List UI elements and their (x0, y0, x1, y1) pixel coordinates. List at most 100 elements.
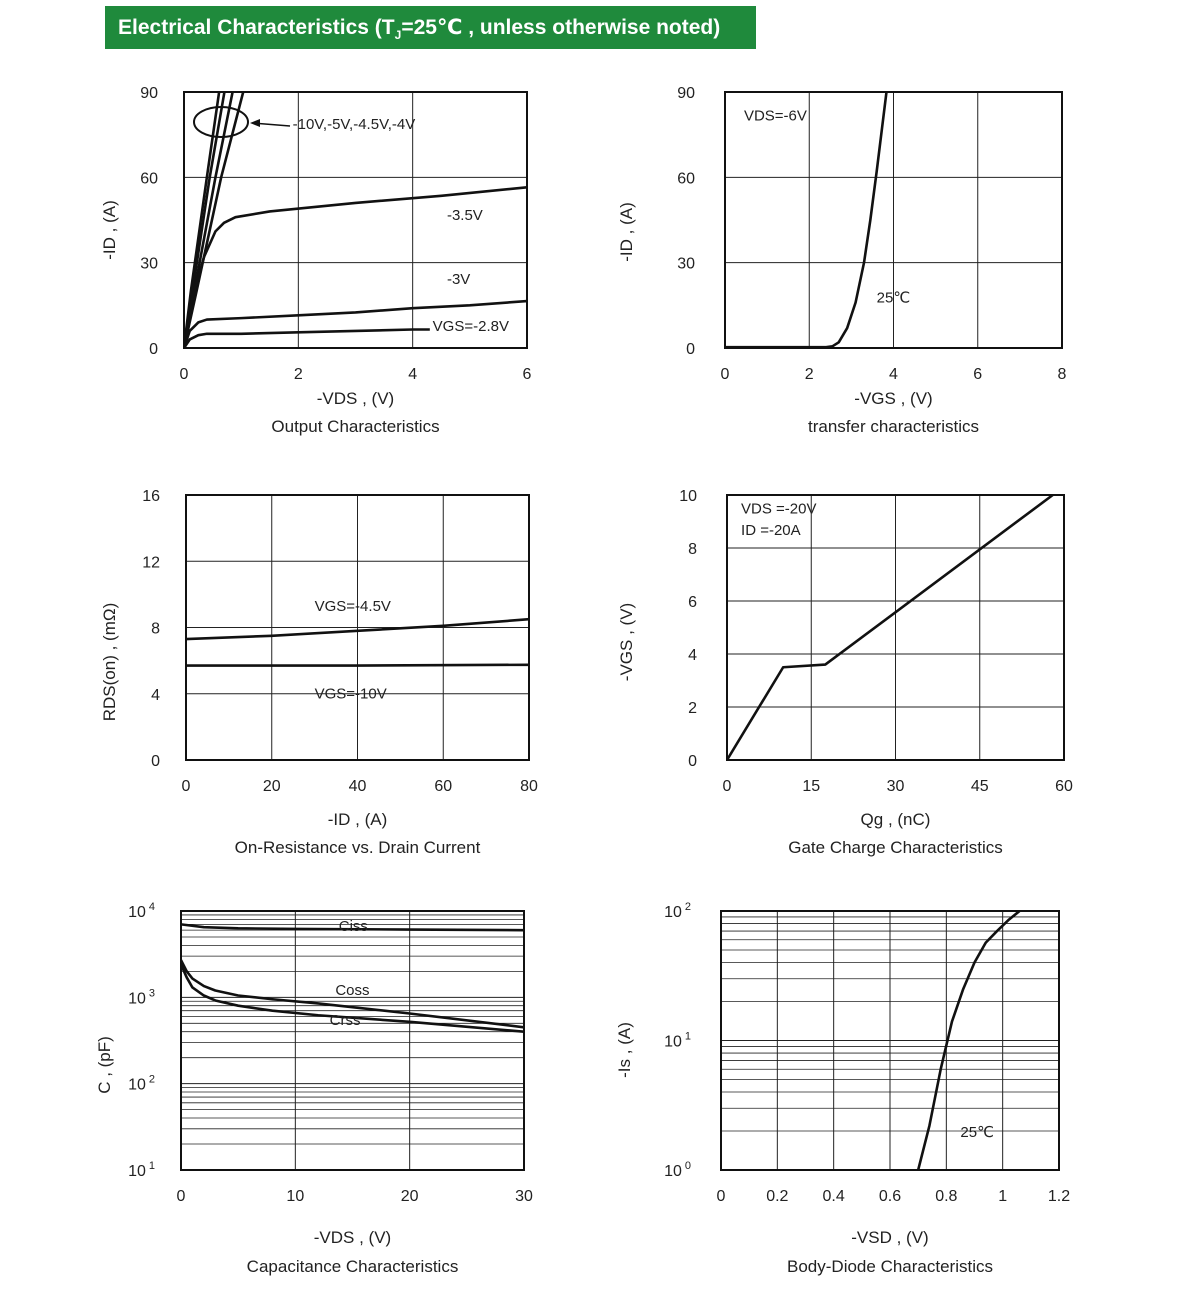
y-tick-label: 6 (688, 594, 697, 611)
x-tick-label: 40 (349, 778, 367, 795)
series-line (181, 923, 524, 932)
annotation: -3.5V (447, 207, 483, 224)
chart-title: On-Resistance vs. Drain Current (235, 838, 481, 857)
header-title-a: Electrical Characteristics (T (118, 16, 395, 39)
y-tick-label: 0 (151, 753, 160, 770)
annotation: VDS =-20V (741, 501, 816, 518)
plot-frame (724, 91, 1063, 349)
y-axis-label: -ID , (A) (617, 202, 636, 262)
x-tick-label: 0.8 (935, 1188, 957, 1205)
x-axis-label: Qg , (nC) (861, 810, 931, 829)
y-tick-label: 0 (688, 753, 697, 770)
chart-rdson: 0 20 40 60 80 0 4 8 12 16 VGS=-4.5V VGS=-10V -ID , (… (100, 488, 538, 857)
x-tick-label: 20 (401, 1188, 419, 1205)
annotation: 25℃ (960, 1124, 994, 1141)
y-tick-label: 60 (140, 170, 158, 187)
y-tick-label: 60 (677, 170, 695, 187)
chart-title: transfer characteristics (808, 417, 979, 436)
chart-output: 0 2 4 60306090-10V,-5V,-4.5V,-4V-3.5V-3VVGS… (100, 85, 532, 436)
series-line (186, 617, 529, 641)
curve-bundle-marker (193, 106, 249, 138)
x-tick-label: 45 (971, 778, 989, 795)
y-tick-label: 16 (142, 488, 160, 505)
x-axis-label: -ID , (A) (328, 810, 388, 829)
chart-transfer: 0 2 4 6 8 0 30 60 90 VDS=-6V 25℃ -VGS , (V) transfer… (617, 85, 1067, 436)
y-tick-label: 10 0 (664, 1160, 691, 1180)
plot-frame (720, 910, 1060, 1171)
x-tick-label: 6 (523, 366, 532, 383)
x-tick-label: 0 (721, 366, 730, 383)
annotation-arrowhead (250, 119, 260, 127)
x-tick-label: 0 (182, 778, 191, 795)
y-tick-label: 90 (140, 85, 158, 102)
section-header: Electrical Characteristics (TJ=25℃ , unl… (105, 6, 756, 49)
series-line (727, 495, 1054, 760)
y-tick-label: 10 1 (664, 1031, 691, 1051)
x-tick-label: 0 (717, 1188, 726, 1205)
plot-frame (726, 494, 1065, 761)
x-tick-label: 1 (998, 1188, 1007, 1205)
x-tick-label: 0 (177, 1188, 186, 1205)
chart-title: Output Characteristics (271, 417, 439, 436)
annotation: -3V (447, 271, 470, 288)
header-title-b: =25℃ , unless otherwise noted) (401, 16, 721, 39)
y-tick-label: 8 (688, 541, 697, 558)
y-tick-label: 12 (142, 554, 160, 571)
series-line (184, 299, 527, 348)
x-tick-label: 6 (973, 366, 982, 383)
series-line (186, 663, 529, 667)
y-tick-label: 10 1 (128, 1160, 155, 1180)
x-tick-label: 0.2 (766, 1188, 788, 1205)
annotation: Coss (335, 982, 369, 999)
x-axis-label: -VDS , (V) (314, 1228, 391, 1247)
plot-frame (183, 91, 528, 349)
series-line (184, 328, 430, 348)
x-tick-label: 30 (515, 1188, 533, 1205)
x-tick-label: 2 (294, 366, 303, 383)
y-tick-label: 8 (151, 621, 160, 638)
y-tick-label: 30 (677, 256, 695, 273)
y-tick-label: 10 3 (128, 987, 155, 1007)
y-axis-label: -ID , (A) (100, 200, 119, 260)
annotation: 25℃ (877, 289, 911, 306)
x-tick-label: 80 (520, 778, 538, 795)
x-tick-label: 30 (887, 778, 905, 795)
x-tick-label: 0.6 (879, 1188, 901, 1205)
x-tick-label: 0.4 (823, 1188, 845, 1205)
x-tick-label: 2 (805, 366, 814, 383)
annotation: Ciss (339, 918, 368, 935)
annotation: VGS=-4.5V (315, 598, 391, 615)
x-tick-label: 20 (263, 778, 281, 795)
series-line (184, 185, 527, 348)
x-tick-label: 0 (180, 366, 189, 383)
annotation: -10V,-5V,-4.5V,-4V (293, 116, 416, 133)
x-tick-label: 1.2 (1048, 1188, 1070, 1205)
annotation: VGS=-2.8V (433, 318, 509, 335)
y-tick-label: 10 (679, 488, 697, 505)
chart-title: Gate Charge Characteristics (788, 838, 1002, 857)
x-axis-label: -VSD , (V) (851, 1228, 928, 1247)
y-tick-label: 0 (149, 341, 158, 358)
y-tick-label: 2 (688, 700, 697, 717)
x-tick-label: 8 (1058, 366, 1067, 383)
annotation: Crss (330, 1012, 361, 1029)
y-axis-label: RDS(on) , (mΩ) (100, 603, 119, 722)
series-line (181, 959, 524, 1029)
plot-frame (185, 494, 530, 761)
y-tick-label: 90 (677, 85, 695, 102)
y-tick-label: 30 (140, 256, 158, 273)
y-tick-label: 4 (688, 647, 697, 664)
x-tick-label: 4 (408, 366, 417, 383)
x-tick-label: 60 (1055, 778, 1073, 795)
x-axis-label: -VGS , (V) (854, 389, 932, 408)
series-line (184, 92, 245, 348)
x-tick-label: 15 (802, 778, 820, 795)
chart-title: Capacitance Characteristics (247, 1257, 459, 1276)
y-axis-label: -Is , (A) (615, 1022, 634, 1078)
x-tick-label: 4 (889, 366, 898, 383)
y-tick-label: 10 2 (128, 1074, 155, 1094)
y-axis-label: -VGS , (V) (617, 603, 636, 681)
